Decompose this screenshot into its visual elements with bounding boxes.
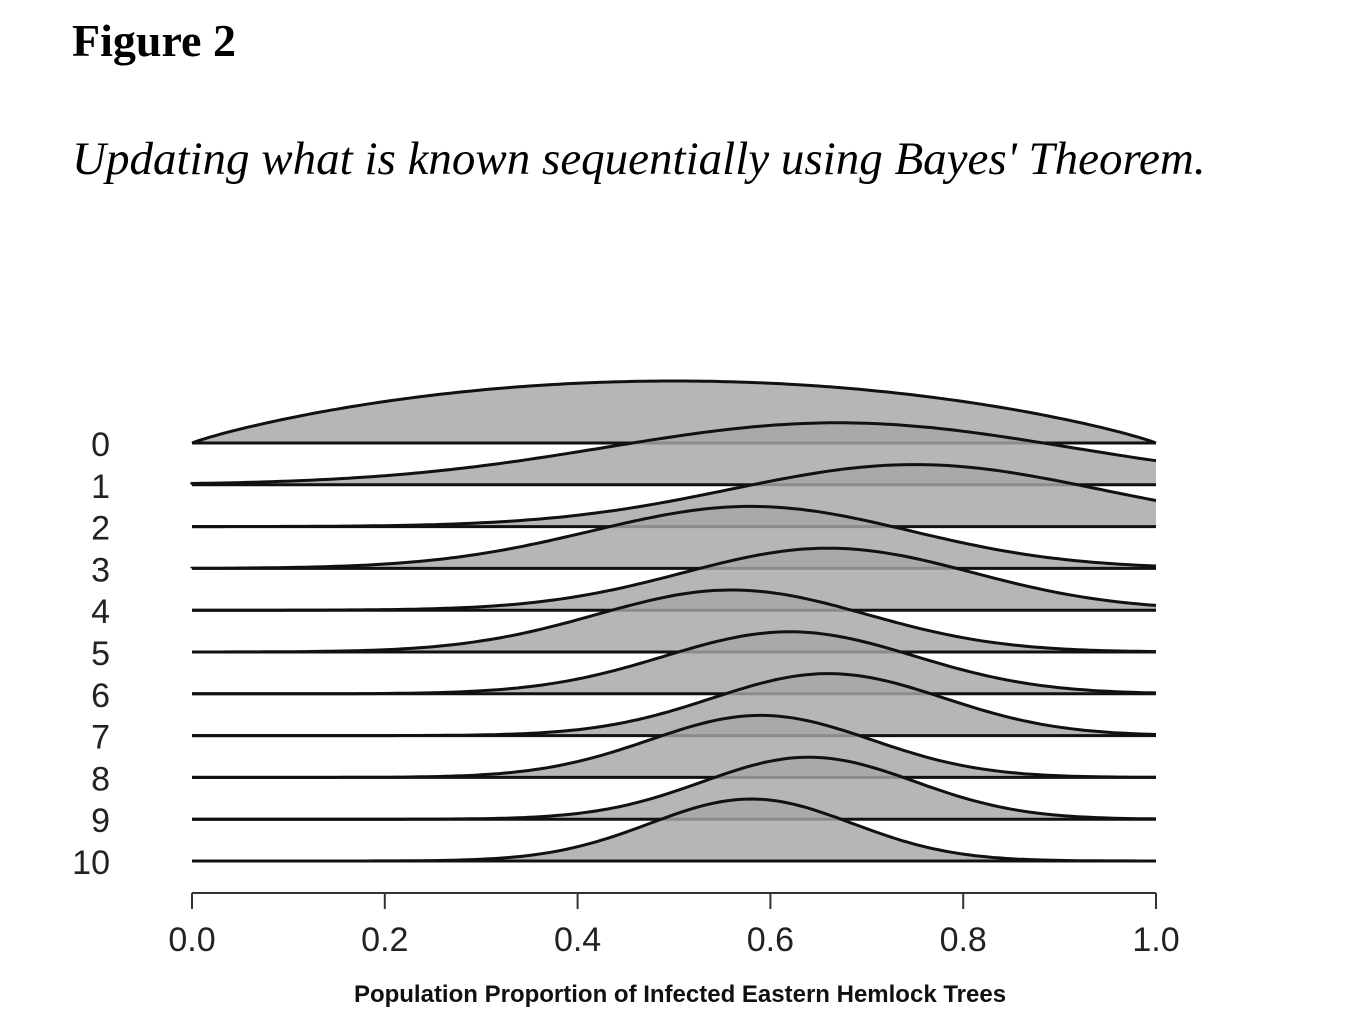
y-tick-label-6: 6 — [91, 677, 110, 715]
x-tick-label-0.2: 0.2 — [361, 921, 408, 959]
ridge-area-5 — [192, 590, 1156, 652]
ridge-line-3 — [190, 504, 1157, 570]
x-tick-label-0.6: 0.6 — [747, 921, 794, 959]
x-tick-label-0.4: 0.4 — [554, 921, 601, 959]
ridge-line-1 — [190, 421, 1157, 485]
y-tick-label-8: 8 — [91, 760, 110, 798]
y-tick-label-5: 5 — [91, 635, 110, 673]
y-tick-label-4: 4 — [91, 593, 110, 631]
y-tick-label-3: 3 — [91, 551, 110, 589]
y-tick-label-2: 2 — [91, 510, 110, 548]
y-tick-label-9: 9 — [91, 802, 110, 840]
x-tick-label-0.0: 0.0 — [168, 921, 215, 959]
y-tick-label-7: 7 — [91, 719, 110, 757]
ridge-line-0 — [191, 379, 1157, 445]
figure-caption: Updating what is known sequentially usin… — [72, 133, 1206, 185]
x-axis-title: Population Proportion of Infected Easter… — [354, 981, 1006, 1008]
ridges-group — [190, 379, 1157, 863]
x-axis: 0.0 0.2 0.4 0.6 0.8 1.0 — [168, 892, 1180, 959]
x-tick-label-0.8: 0.8 — [940, 921, 987, 959]
x-tick-label-1.0: 1.0 — [1132, 921, 1179, 959]
y-tick-label-10: 10 — [72, 844, 110, 882]
ridge-area-2 — [192, 464, 1156, 527]
ridge-area-0 — [192, 381, 1156, 443]
y-tick-label-0: 0 — [91, 426, 110, 464]
ridge-area-3 — [192, 506, 1156, 569]
ridge-area-8 — [192, 715, 1156, 778]
figure-label: Figure 2 — [72, 15, 236, 66]
ridge-area-4 — [192, 548, 1156, 611]
y-tick-label-1: 1 — [91, 468, 110, 506]
ridge-area-6 — [192, 631, 1156, 694]
ridge-area-9 — [192, 757, 1156, 820]
